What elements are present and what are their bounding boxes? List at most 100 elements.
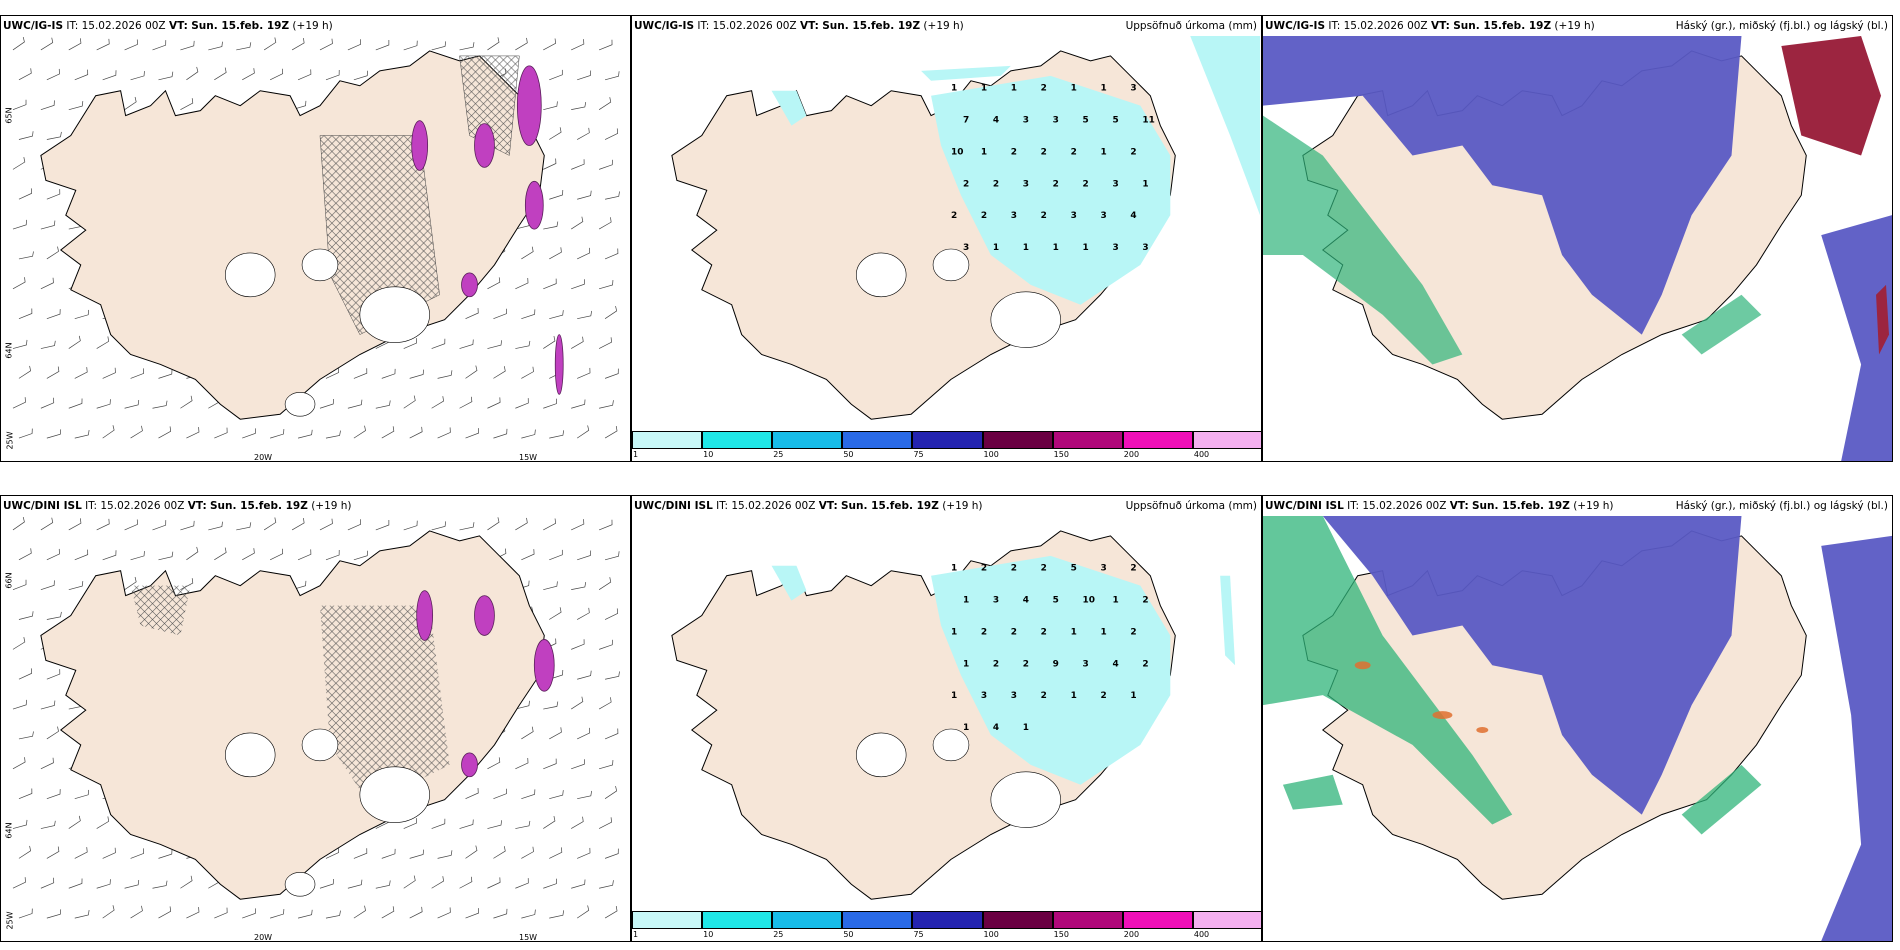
wind-barb [543, 336, 556, 349]
wind-barb [353, 368, 368, 379]
colorbar-segment [842, 911, 913, 929]
wind-barb [576, 127, 590, 140]
wind-barb [521, 909, 536, 919]
wind-barb [521, 846, 534, 859]
wind-barb [571, 879, 586, 889]
colorbar-tick-label: 10 [703, 450, 714, 459]
wind-barb [152, 520, 167, 531]
wind-barb [297, 909, 313, 919]
init-time-prefix: IT: [66, 20, 79, 32]
precip-map: 1 1 1 2 1 1 3 7 4 3 3 5 5 11 10 1 2 2 2 1 2 2 2 3 2 2 3 1 2 2 3 2 3 3 4 3 1 1… [632, 36, 1261, 461]
wind-barb [236, 42, 252, 51]
colorbar-segment [1192, 431, 1261, 449]
wind-barb [297, 549, 312, 561]
precip-value: 2 [1130, 564, 1136, 574]
wind-barb [180, 520, 195, 531]
model-name: UWC/DINI ISL [1265, 500, 1344, 512]
magenta-cells [411, 65, 564, 395]
lead-time: (+19 h) [923, 20, 964, 32]
wind-barb [18, 548, 32, 561]
precip-value: 1 [1023, 243, 1029, 253]
wind-barb [74, 367, 88, 379]
precip-value: 2 [1041, 564, 1047, 574]
wind-barb [465, 365, 478, 379]
wind-barb [325, 70, 340, 81]
panel-bottom-middle: UWC/DINI ISL IT: 15.02.2026 00Z VT: Sun.… [631, 495, 1262, 942]
precip-value: 1 [951, 564, 957, 574]
wind-barb [74, 429, 90, 439]
init-time: 15.02.2026 00Z [100, 500, 185, 512]
panel-header: UWC/DINI ISL IT: 15.02.2026 00Z VT: Sun.… [1263, 496, 1892, 516]
wind-barb [431, 41, 447, 51]
precip-value: 1 [981, 147, 987, 157]
wind-barb [381, 426, 395, 439]
wind-barb [130, 551, 145, 561]
wind-barb [431, 396, 444, 409]
wind-barb [18, 308, 33, 319]
panel-header: UWC/IG-IS IT: 15.02.2026 00Z VT: Sun. 15… [1263, 16, 1892, 36]
wind-barb [543, 518, 557, 531]
wind-barb [12, 37, 25, 51]
wind-barb [459, 819, 474, 829]
wind-barb [375, 880, 391, 889]
lat-label-66n: 66N [4, 572, 14, 589]
wind-barb [124, 96, 137, 110]
valid-time: Sun. 15.feb. 19Z [1472, 500, 1570, 512]
wind-barb [102, 550, 117, 561]
precip-value: 1 [1112, 596, 1118, 606]
lat-label-64n: 64N [4, 342, 14, 359]
wind-map: 20W 15W 66N 64N 25W [1, 516, 630, 941]
wind-barb [124, 39, 138, 51]
wind-barb [18, 668, 32, 680]
wind-barb [605, 671, 620, 680]
precip-value: 1 [1101, 627, 1107, 637]
precip-value: 1 [1071, 84, 1077, 94]
wind-barb [12, 699, 27, 710]
wind-barb [437, 370, 453, 379]
colorbar-tick-label: 150 [1053, 930, 1069, 939]
wind-barb [409, 906, 423, 919]
panel-title: Uppsöfnuð úrkoma (mm) [1125, 20, 1257, 32]
wind-barb [549, 790, 564, 800]
colorbar-tick-label: 75 [913, 450, 924, 459]
wind-barb [521, 726, 534, 740]
wind-barb [242, 428, 256, 439]
wind-barb [40, 37, 54, 51]
wind-barb [347, 519, 362, 531]
wind-barb [521, 789, 536, 800]
precip-value: 3 [1011, 211, 1017, 221]
init-time: 15.02.2026 00Z [712, 20, 797, 32]
wind-barb [437, 907, 451, 919]
lon-label-15w: 15W [519, 933, 538, 942]
wind-barb [493, 366, 506, 379]
wind-barb [604, 551, 620, 561]
panel-top-right: UWC/IG-IS IT: 15.02.2026 00Z VT: Sun. 15… [1262, 15, 1893, 462]
wind-barb [431, 818, 446, 829]
valid-time: Sun. 15.feb. 19Z [1453, 20, 1552, 32]
precip-value: 3 [1101, 564, 1107, 574]
panel-header: UWC/IG-IS IT: 15.02.2026 00Z VT: Sun. 15… [1, 16, 630, 36]
wind-barb [577, 247, 591, 260]
wind-barb [130, 905, 143, 919]
wind-barb [599, 400, 614, 409]
wind-barb [459, 522, 475, 531]
lat-label-65n: 65N [4, 107, 14, 124]
precip-value: 5 [1083, 116, 1089, 126]
precip-value: 3 [1011, 691, 1017, 701]
wind-barb [571, 759, 585, 770]
wind-barb [353, 70, 368, 81]
wind-barb [577, 847, 591, 859]
colorbar-segment [982, 431, 1053, 449]
wind-barb [46, 669, 61, 680]
precip-value: 2 [1083, 179, 1089, 189]
wind-barb [180, 875, 193, 889]
colorbar-segment [842, 431, 913, 449]
wind-barb [319, 38, 333, 51]
wind-barb [598, 639, 613, 650]
wind-barb [515, 37, 528, 51]
wind-map: 20W 15W 65N 64N 25W [1, 36, 630, 461]
mid-cloud [1263, 516, 1762, 835]
precip-value: 2 [963, 179, 969, 189]
model-name: UWC/DINI ISL [634, 500, 713, 512]
valid-time-prefix: VT: [1430, 20, 1450, 32]
